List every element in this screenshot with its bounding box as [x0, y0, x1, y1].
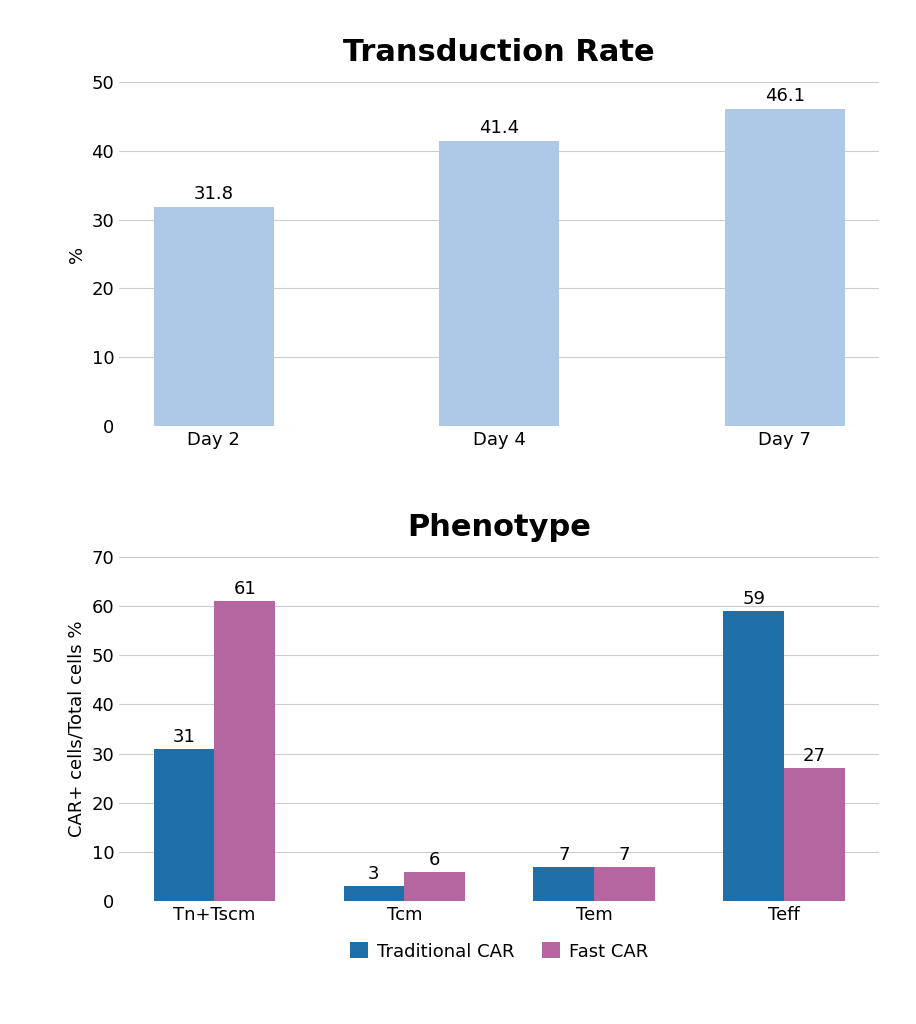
Legend: Traditional CAR, Fast CAR: Traditional CAR, Fast CAR: [343, 935, 656, 968]
Text: 3: 3: [368, 865, 379, 884]
Bar: [154, 207, 274, 426]
Bar: [154, 749, 214, 901]
Text: 6: 6: [429, 851, 441, 868]
Text: 27: 27: [803, 748, 826, 765]
Text: 31.8: 31.8: [193, 185, 234, 203]
Bar: [214, 601, 275, 901]
Bar: [725, 109, 845, 426]
Y-axis label: CAR+ cells/Total cells %: CAR+ cells/Total cells %: [68, 621, 86, 838]
Bar: [724, 611, 784, 901]
Y-axis label: %: %: [68, 246, 86, 262]
Bar: [784, 768, 845, 901]
Title: Phenotype: Phenotype: [408, 513, 591, 542]
Title: Transduction Rate: Transduction Rate: [344, 38, 655, 68]
Text: 41.4: 41.4: [479, 119, 519, 137]
Text: 46.1: 46.1: [765, 87, 805, 104]
Bar: [594, 866, 655, 901]
Text: 59: 59: [742, 590, 765, 608]
Bar: [440, 141, 559, 426]
Text: 61: 61: [234, 581, 256, 598]
Bar: [404, 871, 465, 901]
Text: 31: 31: [172, 728, 195, 745]
Text: 7: 7: [619, 846, 630, 864]
Bar: [533, 866, 594, 901]
Text: 7: 7: [558, 846, 570, 864]
Bar: [344, 887, 404, 901]
